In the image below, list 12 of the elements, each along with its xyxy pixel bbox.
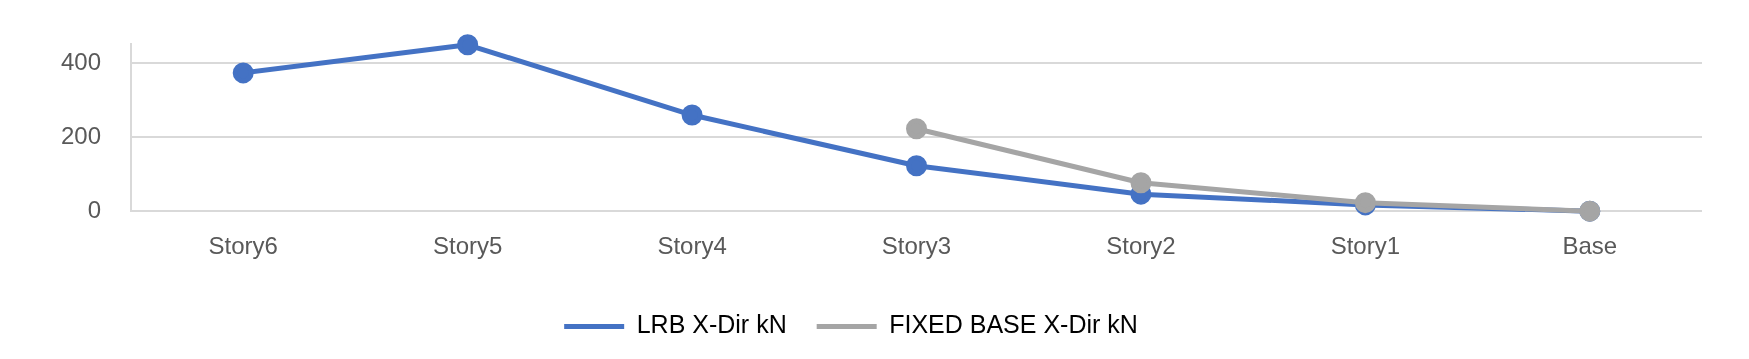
y-tick-label: 400 bbox=[60, 47, 101, 75]
x-tick-label: Story6 bbox=[208, 232, 278, 260]
x-tick-label: Story2 bbox=[1106, 232, 1176, 260]
x-tick-label: Story3 bbox=[881, 232, 952, 260]
y-tick-label: 200 bbox=[60, 121, 101, 149]
x-tick-label: Story4 bbox=[657, 232, 727, 260]
y-tick-label: 0 bbox=[87, 195, 101, 223]
x-tick-label: Story5 bbox=[432, 232, 503, 260]
legend-label: FIXED BASE X-Dir kN bbox=[889, 310, 1138, 339]
x-tick-label: Story1 bbox=[1330, 232, 1401, 260]
legend-label: LRB X-Dir kN bbox=[636, 310, 787, 339]
x-tick-label: Base bbox=[1562, 232, 1618, 260]
